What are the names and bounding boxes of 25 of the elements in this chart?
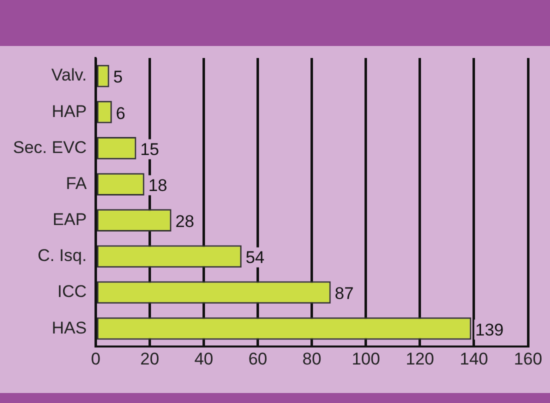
data-label: 18 [148, 176, 168, 195]
y-tick-label: Sec. EVC [12, 138, 87, 157]
data-label: 54 [246, 248, 265, 268]
y-tick-label: HAS [52, 318, 87, 338]
data-label: 139 [475, 320, 504, 340]
data-label: 87 [334, 284, 354, 304]
y-tick-label: FA [66, 174, 88, 193]
x-tick-label: 140 [460, 349, 488, 368]
y-tick-label: HAP [52, 102, 87, 121]
x-tick-label: 120 [406, 349, 434, 368]
x-tick-label: 60 [248, 349, 268, 368]
x-tick-label: 0 [90, 349, 100, 368]
data-label: 5 [113, 68, 123, 87]
x-tick-label: 80 [302, 349, 322, 368]
data-label: 6 [116, 104, 126, 123]
data-label: 28 [175, 212, 194, 232]
y-tick-label: ICC [57, 282, 87, 302]
y-tick-label: C. Isq. [38, 246, 87, 266]
x-tick-label: 40 [194, 349, 214, 368]
x-tick-label: 160 [514, 349, 542, 368]
x-tick-label: 100 [352, 349, 380, 368]
y-tick-label: EAP [52, 210, 87, 230]
y-tick-label: Valv. [51, 66, 87, 85]
x-tick-label: 20 [140, 349, 160, 368]
data-label: 15 [140, 140, 160, 159]
